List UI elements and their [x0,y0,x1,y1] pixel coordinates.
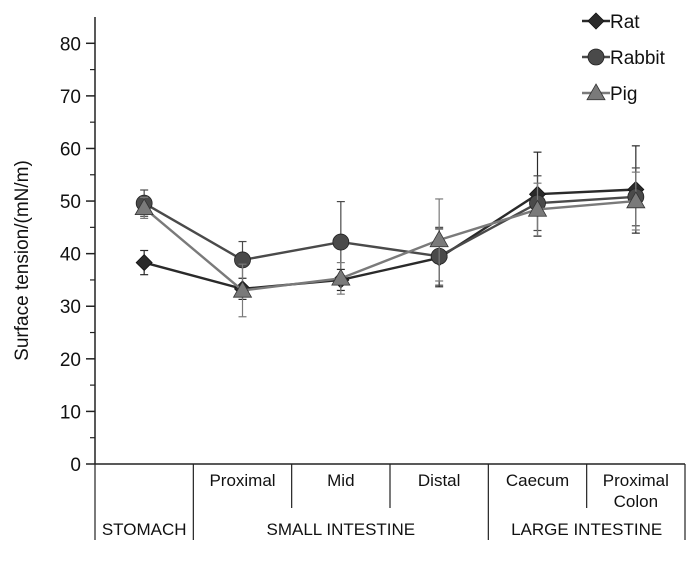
category-label: Mid [327,471,354,490]
legend-label: Rat [610,12,640,33]
data-point [429,230,449,248]
y-tick-label: 50 [60,192,81,213]
y-axis-label: Surface tension/(mN/m) [12,160,33,361]
y-tick-label: 80 [60,34,81,55]
series-rat [135,145,645,300]
y-tick-label: 70 [60,87,81,108]
legend-marker [586,83,606,101]
category-label-line: Mid [327,471,354,490]
legend-entry: Rat [582,12,640,33]
data-point [232,280,253,298]
category-label-line: Proximal [603,471,669,490]
category-label: Proximal Colon [603,471,669,511]
data-point [135,254,153,272]
category-label-line: Distal [418,471,461,490]
series-line [143,195,636,262]
category-label-line: Proximal [209,471,275,490]
y-tick-label: 0 [70,455,81,476]
group-label: STOMACH [102,520,187,539]
group-label: SMALL INTESTINE [267,520,416,539]
y-tick-label: 30 [60,297,81,318]
axes: 0 10 20 30 40 50 60 70 80 Surface tension/(mN/m) P… [12,17,686,540]
legend-entry: Pig [582,83,637,105]
legend: Rat Rabbit Pig [582,12,666,105]
legend-label: Pig [610,84,637,105]
legend-label: Rabbit [610,48,666,69]
data-point [331,268,351,286]
category-label: Caecum [506,471,569,490]
series-layer [134,145,646,318]
data-point [134,198,154,216]
category-label-line: Caecum [506,471,569,490]
y-tick-label: 20 [60,350,81,371]
y-tick-label: 10 [60,402,81,423]
series-rabbit [135,167,645,286]
y-tick-label: 40 [60,245,81,266]
legend-entry: Rabbit [582,48,666,69]
legend-marker [587,48,605,66]
data-point [527,199,548,217]
series-line [143,188,636,291]
data-point [626,191,646,209]
y-tick-label: 60 [60,139,81,160]
series-line [143,199,636,292]
category-label: Distal [418,471,461,490]
group-label: LARGE INTESTINE [511,520,662,539]
data-point [332,233,350,251]
legend-marker [587,12,605,30]
series-pig [134,171,646,318]
category-label-line: Colon [614,492,658,511]
category-label: Proximal [209,471,275,490]
